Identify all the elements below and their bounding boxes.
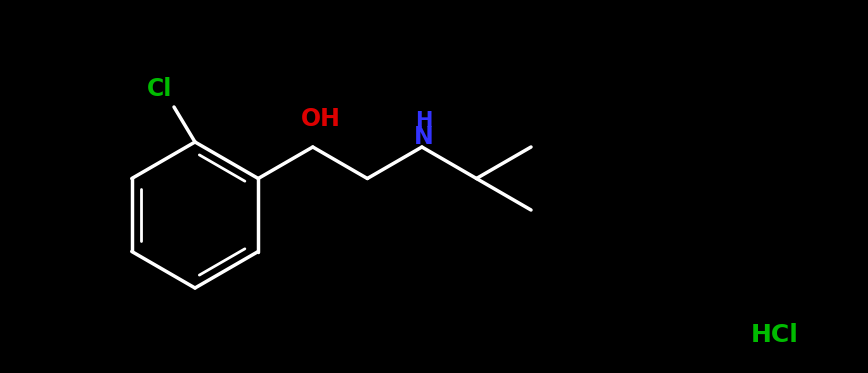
Text: H: H [415, 111, 432, 131]
Text: OH: OH [301, 107, 341, 131]
Text: Cl: Cl [148, 77, 173, 101]
Text: HCl: HCl [751, 323, 799, 347]
Text: N: N [414, 125, 434, 149]
